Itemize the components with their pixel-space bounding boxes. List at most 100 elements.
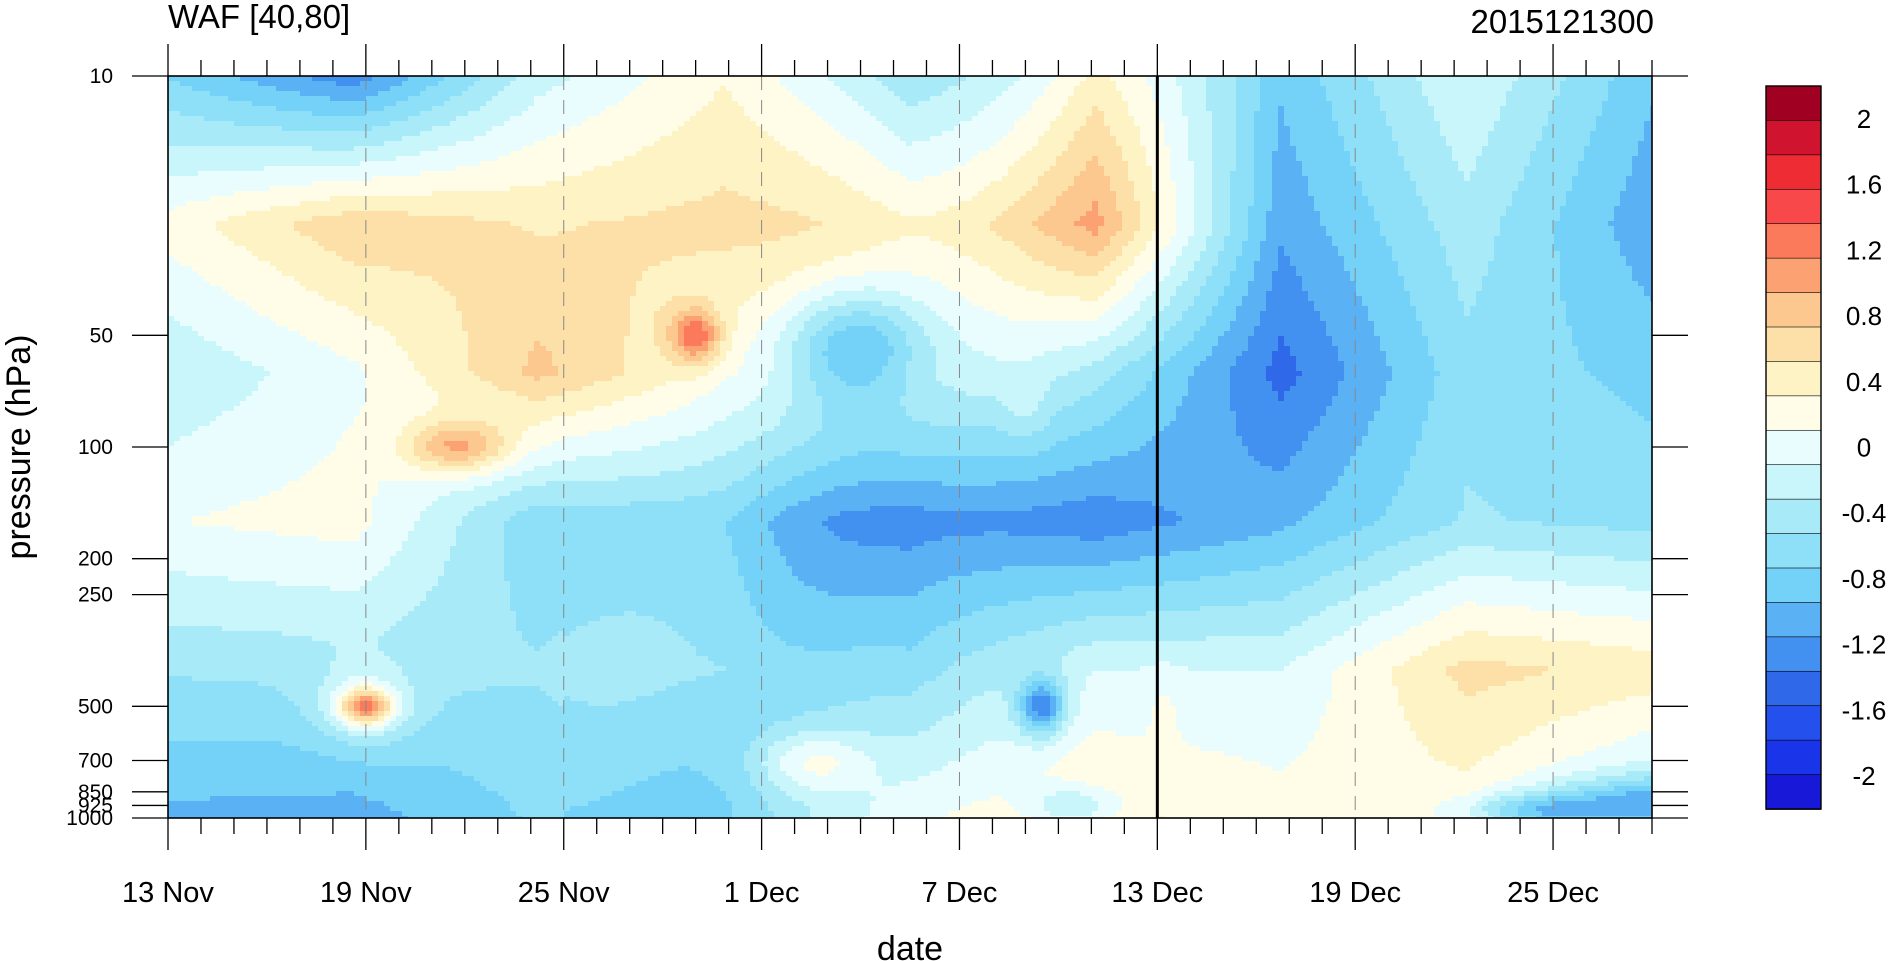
field-cell — [498, 106, 505, 112]
field-cell — [1158, 156, 1165, 162]
field-cell — [960, 76, 967, 82]
field-cell — [1338, 111, 1345, 117]
field-cell — [288, 131, 295, 137]
field-cell — [552, 96, 559, 102]
field-cell — [1380, 96, 1387, 102]
field-cell — [1284, 156, 1291, 162]
field-cell — [888, 76, 895, 82]
field-cell — [660, 136, 667, 142]
field-cell — [1230, 116, 1237, 122]
field-cell — [240, 101, 247, 107]
field-cell — [1116, 131, 1123, 137]
field-cell — [246, 111, 253, 117]
field-cell — [408, 86, 415, 92]
field-cell — [1218, 166, 1225, 172]
field-cell — [648, 146, 655, 152]
field-cell — [390, 161, 397, 167]
field-cell — [1302, 131, 1309, 137]
field-cell — [1314, 101, 1321, 107]
field-cell — [588, 156, 595, 162]
field-cell — [576, 111, 583, 117]
field-cell — [1032, 106, 1039, 112]
field-cell — [1164, 76, 1171, 82]
field-cell — [198, 166, 205, 172]
field-cell — [552, 111, 559, 117]
field-cell — [222, 91, 229, 97]
field-cell — [450, 156, 457, 162]
field-cell — [786, 166, 793, 172]
field-cell — [192, 91, 199, 97]
field-cell — [1272, 146, 1279, 152]
field-cell — [306, 176, 313, 182]
field-cell — [612, 131, 619, 137]
field-cell — [654, 136, 661, 142]
field-cell — [750, 166, 757, 172]
field-cell — [1176, 146, 1183, 152]
field-cell — [558, 91, 565, 97]
field-cell — [714, 136, 721, 142]
field-cell — [342, 141, 349, 147]
field-cell — [504, 91, 511, 97]
field-cell — [1476, 116, 1483, 122]
field-cell — [1230, 141, 1237, 147]
field-cell — [1650, 116, 1652, 122]
field-cell — [1578, 121, 1585, 127]
field-cell — [1050, 151, 1057, 157]
field-cell — [372, 131, 379, 137]
field-cell — [324, 116, 331, 122]
field-cell — [522, 101, 529, 107]
field-cell — [870, 136, 877, 142]
field-cell — [1212, 96, 1219, 102]
field-cell — [882, 101, 889, 107]
field-cell — [1254, 136, 1261, 142]
field-cell — [966, 171, 973, 177]
field-cell — [240, 146, 247, 152]
field-cell — [192, 111, 199, 117]
field-cell — [816, 171, 823, 177]
field-cell — [1260, 116, 1267, 122]
field-cell — [168, 81, 175, 87]
field-cell — [366, 156, 373, 162]
field-cell — [498, 161, 505, 167]
field-cell — [1554, 81, 1561, 87]
field-cell — [960, 141, 967, 147]
field-cell — [606, 101, 613, 107]
field-cell — [828, 81, 835, 87]
field-cell — [1476, 111, 1483, 117]
field-cell — [1272, 156, 1279, 162]
field-cell — [516, 141, 523, 147]
field-cell — [1434, 161, 1441, 167]
field-cell — [1308, 161, 1315, 167]
field-cell — [1632, 121, 1639, 127]
field-cell — [1260, 101, 1267, 107]
field-cell — [294, 171, 301, 177]
field-cell — [1638, 156, 1645, 162]
field-cell — [930, 121, 937, 127]
field-cell — [1374, 76, 1381, 82]
field-cell — [1500, 111, 1507, 117]
field-cell — [1530, 86, 1537, 92]
field-cell — [930, 156, 937, 162]
field-cell — [228, 156, 235, 162]
field-cell — [858, 106, 865, 112]
field-cell — [1530, 76, 1537, 82]
field-cell — [378, 121, 385, 127]
field-cell — [1218, 126, 1225, 132]
field-cell — [1272, 81, 1279, 87]
field-cell — [1254, 151, 1261, 157]
field-cell — [210, 136, 217, 142]
field-cell — [1434, 76, 1441, 82]
field-cell — [1572, 131, 1579, 137]
field-cell — [1524, 81, 1531, 87]
field-cell — [918, 171, 925, 177]
field-cell — [1116, 116, 1123, 122]
field-cell — [396, 121, 403, 127]
field-cell — [174, 116, 181, 122]
field-cell — [930, 166, 937, 172]
field-cell — [1386, 166, 1393, 172]
field-cell — [438, 126, 445, 132]
field-cell — [798, 106, 805, 112]
field-cell — [714, 116, 721, 122]
field-cell — [900, 76, 907, 82]
field-cell — [648, 111, 655, 117]
